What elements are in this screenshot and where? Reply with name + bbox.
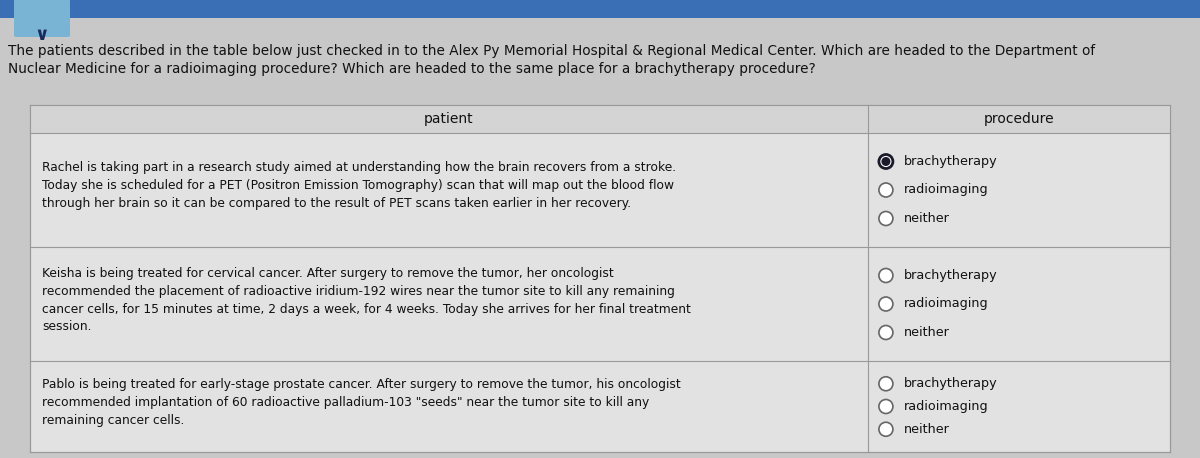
FancyBboxPatch shape [0,0,1200,18]
Text: radioimaging: radioimaging [904,400,989,413]
Ellipse shape [878,377,893,391]
Text: Keisha is being treated for cervical cancer. After surgery to remove the tumor, : Keisha is being treated for cervical can… [42,267,691,333]
Ellipse shape [878,422,893,436]
Text: ∨: ∨ [35,26,49,44]
FancyBboxPatch shape [30,105,1170,133]
Text: radioimaging: radioimaging [904,298,989,311]
Text: radioimaging: radioimaging [904,184,989,196]
Text: Nuclear Medicine for a radioimaging procedure? Which are headed to the same plac: Nuclear Medicine for a radioimaging proc… [8,62,816,76]
Text: brachytherapy: brachytherapy [904,377,997,390]
Ellipse shape [878,183,893,197]
Text: Pablo is being treated for early-stage prostate cancer. After surgery to remove : Pablo is being treated for early-stage p… [42,378,680,427]
Ellipse shape [878,268,893,283]
Text: neither: neither [904,423,949,436]
FancyBboxPatch shape [30,105,1170,452]
Ellipse shape [878,326,893,339]
Text: The patients described in the table below just checked in to the Alex Py Memoria: The patients described in the table belo… [8,44,1096,58]
FancyBboxPatch shape [14,0,70,37]
Text: patient: patient [424,112,474,126]
Text: brachytherapy: brachytherapy [904,269,997,282]
Ellipse shape [878,154,893,169]
Ellipse shape [878,399,893,414]
Text: neither: neither [904,326,949,339]
Ellipse shape [878,297,893,311]
Text: Rachel is taking part in a research study aimed at understanding how the brain r: Rachel is taking part in a research stud… [42,162,676,211]
Text: neither: neither [904,212,949,225]
Text: procedure: procedure [984,112,1055,126]
Ellipse shape [878,212,893,225]
Text: brachytherapy: brachytherapy [904,155,997,168]
Ellipse shape [881,157,890,166]
